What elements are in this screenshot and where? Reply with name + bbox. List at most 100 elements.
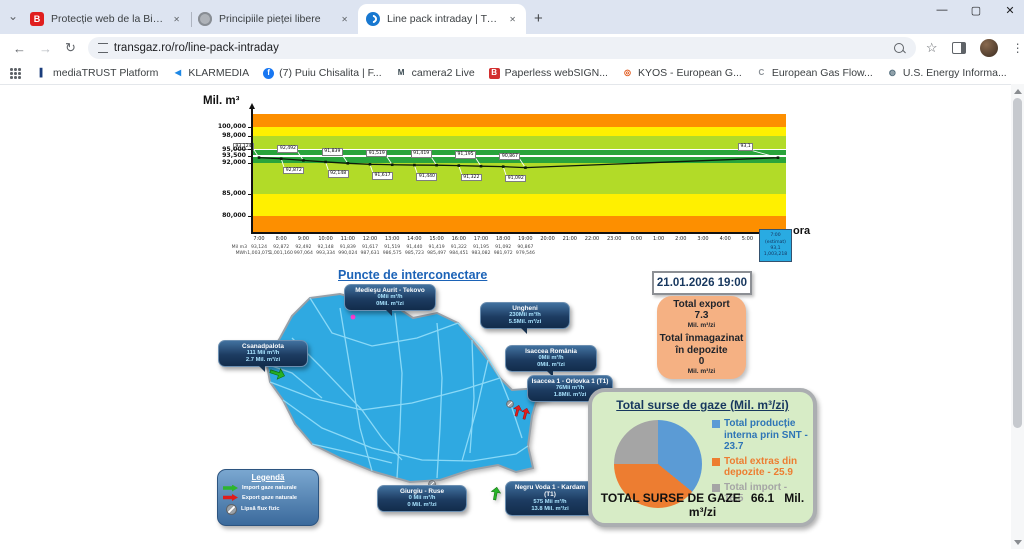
romania-outline — [264, 292, 550, 484]
callout-title: Isaccea 1 - Orlovka 1 (T1) — [531, 378, 609, 385]
toolbar-right: ☆ ⋮ — [926, 39, 1024, 57]
y-axis-arrow-icon — [248, 103, 255, 109]
scrollbar-thumb[interactable] — [1013, 98, 1022, 428]
reload-button[interactable]: ↻ — [65, 40, 76, 55]
pie-legend-item: Total extras din depozite - 25.9 — [712, 456, 808, 479]
x-tick-label: 23:00 — [606, 236, 622, 242]
tab-close-icon[interactable]: ✕ — [173, 14, 180, 24]
legend-item: Import gaze naturale — [223, 484, 313, 492]
x-tick-label: 4:00 — [719, 236, 731, 242]
browser-toolbar: ← → ↻ transgaz.ro/ro/line-pack-intraday … — [0, 34, 1024, 62]
callout-title: Giurgiu - Ruse — [399, 488, 445, 495]
table-row-label: Mil m3 — [231, 244, 247, 250]
y-tick-label: 95,000 — [222, 145, 246, 153]
maximize-button[interactable]: ▢ — [970, 5, 982, 17]
callout-flow-day: 2.7 Mil. m³/zi — [245, 357, 281, 364]
data-label: 93,124 — [233, 142, 255, 151]
bookmark-item[interactable]: C European Gas Flow... — [749, 67, 880, 79]
browser-tab[interactable]: Line pack intraday | Transgaz ✕ — [358, 4, 526, 34]
pie-legend-label: Total producție interna prin SNT - 23.7 — [724, 418, 808, 452]
minimize-button[interactable]: — — [936, 4, 948, 16]
profile-avatar[interactable] — [979, 39, 998, 57]
callout-flow-hour: 76Mii m³/h — [555, 385, 585, 392]
y-tick-mark — [248, 215, 252, 217]
total-export-unit: Mil. m³/zi — [687, 321, 716, 329]
legend-swatch — [712, 483, 720, 492]
scroll-down-arrow-icon[interactable] — [1013, 540, 1022, 545]
x-tick-label: 19:00 — [518, 236, 533, 242]
estimate-label: 93,1 — [738, 143, 754, 151]
site-info-icon[interactable] — [97, 43, 108, 53]
estimate-box-line: 93,1 — [770, 245, 781, 251]
menu-kebab-icon[interactable]: ⋮ — [1011, 41, 1024, 55]
zoom-magnifier-icon[interactable] — [893, 43, 904, 53]
gas-sources-legend: Total producție interna prin SNT - 23.7 T… — [712, 418, 808, 508]
bookmark-item[interactable]: ʃHome - Undergrou... — [1014, 67, 1024, 79]
back-button[interactable]: ← — [13, 40, 26, 56]
gas-sources-pie-chart — [614, 420, 702, 508]
y-tick-mark — [248, 149, 252, 151]
import-arrow-icon — [490, 486, 502, 501]
scroll-up-arrow-icon[interactable] — [1013, 89, 1022, 94]
y-tick-mark — [248, 126, 252, 128]
table-cell: 90,867 — [517, 244, 534, 250]
pie-legend-item: Total import - 16.5 — [712, 482, 808, 505]
bookmark-item[interactable]: ◎ KYOS - European G... — [615, 67, 749, 79]
bookmark-item[interactable]: f (7) Puiu Chisalita | F... — [256, 67, 389, 79]
chart-band — [252, 114, 786, 127]
table-cell: 92,148 — [317, 244, 334, 250]
map-legend-title: Legendă — [251, 473, 285, 482]
total-export-value: 7.3 — [694, 310, 709, 322]
callout-title: Negru Voda 1 - Kardam (T1) — [514, 484, 586, 499]
tab-close-icon[interactable]: ✕ — [341, 14, 348, 24]
close-button[interactable]: ✕ — [1005, 5, 1015, 17]
page-scrollbar[interactable] — [1011, 84, 1024, 549]
legend-swatch — [712, 420, 720, 428]
tab-title: Line pack intraday | Transgaz — [387, 13, 501, 25]
callout-flow-hour: 575 Mii m³/h — [533, 498, 567, 505]
forward-button[interactable]: → — [39, 40, 52, 56]
gas-sources-title: Total surse de gaze (Mil. m³/zi) — [616, 398, 789, 412]
export-arrow-icon — [521, 407, 531, 420]
chart-x-axis-title: ora — [793, 225, 811, 237]
table-row-label: MWh — [235, 251, 247, 256]
bookmark-item[interactable]: ▌ mediaTRUST Platform — [30, 67, 165, 79]
bookmark-item[interactable]: ◀ KLARMEDIA — [165, 67, 256, 79]
y-tick-mark — [248, 193, 252, 195]
url-text[interactable]: transgaz.ro/ro/line-pack-intraday — [113, 42, 279, 54]
estimate-box-line: 7:00 — [770, 233, 781, 239]
side-panel-icon[interactable] — [951, 42, 966, 54]
total-sources-label: TOTAL SURSE DE GAZE — [600, 491, 741, 505]
total-storage-label-2: în depozite — [675, 344, 728, 356]
bookmark-star-icon[interactable]: ☆ — [925, 40, 938, 55]
table-cell: 92,872 — [273, 244, 290, 250]
bookmark-item[interactable]: ◍ U.S. Energy Informa... — [880, 67, 1014, 79]
data-label: 92,872 — [283, 166, 305, 175]
bookmarks-list: ▌ mediaTRUST Platform ◀ KLARMEDIA f (7) Puiu … — [30, 67, 1024, 79]
import-arrow-icon — [223, 484, 238, 492]
total-sources-unit: Mil. m³/zi — [688, 491, 805, 519]
x-tick-label: 8:00 — [275, 236, 287, 242]
tab-search-chevron-icon[interactable]: ⌄ — [8, 9, 19, 23]
x-tick-label: 11:00 — [340, 236, 355, 242]
x-tick-label: 2:00 — [675, 236, 687, 242]
table-cell: 990,024 — [338, 251, 358, 256]
data-label: 91,322 — [460, 173, 482, 182]
browser-tab[interactable]: B Protecție web de la Bitdefender ✕ — [22, 4, 192, 34]
bookmark-label: KLARMEDIA — [188, 67, 250, 79]
new-tab-button[interactable]: + — [534, 10, 543, 27]
map-legend-items: Import gaze naturale Export gaze naturale… — [223, 484, 313, 515]
pipelines — [265, 297, 529, 479]
bookmark-item[interactable]: B Paperless webSIGN... — [482, 67, 615, 79]
callout-mediesu-aurit: Medieşu Aurit - Tekovo 0Mii m³/h 0Mil. m³/… — [344, 284, 436, 317]
tab-close-icon[interactable]: ✕ — [509, 14, 516, 24]
table-cell: 984,451 — [449, 251, 469, 256]
table-cell: 987,631 — [360, 251, 380, 256]
table-cell: 92,492 — [295, 244, 312, 250]
table-cell: 91,839 — [339, 244, 356, 250]
callout-isaccea-romania: Isaccea România 0Mii m³/h 0Mil. m³/zi — [505, 345, 597, 378]
browser-tab[interactable]: Principiile pieței libere ✕ — [190, 4, 360, 34]
address-bar[interactable]: transgaz.ro/ro/line-pack-intraday — [87, 37, 916, 59]
